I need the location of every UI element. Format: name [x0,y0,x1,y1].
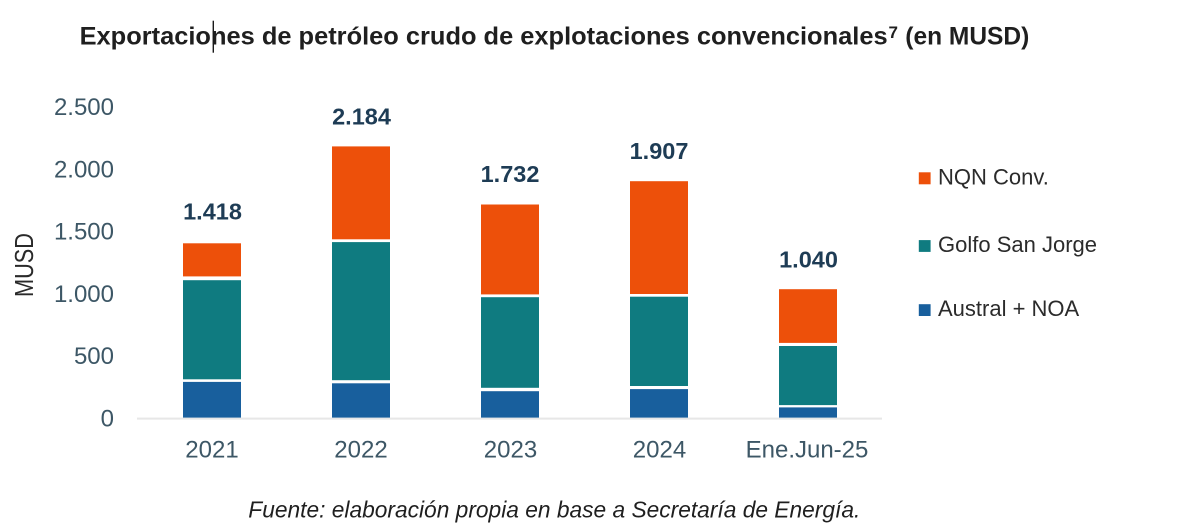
svg-text:Fuente: elaboración propia en: Fuente: elaboración propia en base a Sec… [248,497,860,523]
svg-text:1.418: 1.418 [183,199,242,225]
svg-text:Ene.Jun-25: Ene.Jun-25 [746,437,869,464]
svg-text:NQN Conv.: NQN Conv. [938,165,1049,190]
svg-text:(en MUSD): (en MUSD) [905,23,1029,51]
svg-text:1.907: 1.907 [630,138,689,164]
svg-text:1.732: 1.732 [481,161,540,187]
svg-text:1.500: 1.500 [54,219,114,246]
svg-text:2021: 2021 [185,437,238,464]
svg-text:Austral + NOA: Austral + NOA [938,296,1080,321]
svg-text:1.000: 1.000 [54,281,114,308]
svg-text:Golfo San Jorge: Golfo San Jorge [938,232,1097,257]
svg-text:7: 7 [889,23,898,42]
svg-text:1.040: 1.040 [779,246,838,272]
svg-text:2.500: 2.500 [54,94,114,121]
svg-text:2.000: 2.000 [54,156,114,183]
svg-text:MUSD: MUSD [9,233,39,297]
svg-text:500: 500 [74,343,114,370]
svg-text:2022: 2022 [334,437,387,464]
svg-text:2023: 2023 [484,437,537,464]
svg-text:0: 0 [101,405,114,432]
svg-text:2.184: 2.184 [332,104,391,130]
svg-text:Exportaciones de petróleo crud: Exportaciones de petróleo crudo de explo… [80,23,888,51]
svg-text:2024: 2024 [633,437,686,464]
